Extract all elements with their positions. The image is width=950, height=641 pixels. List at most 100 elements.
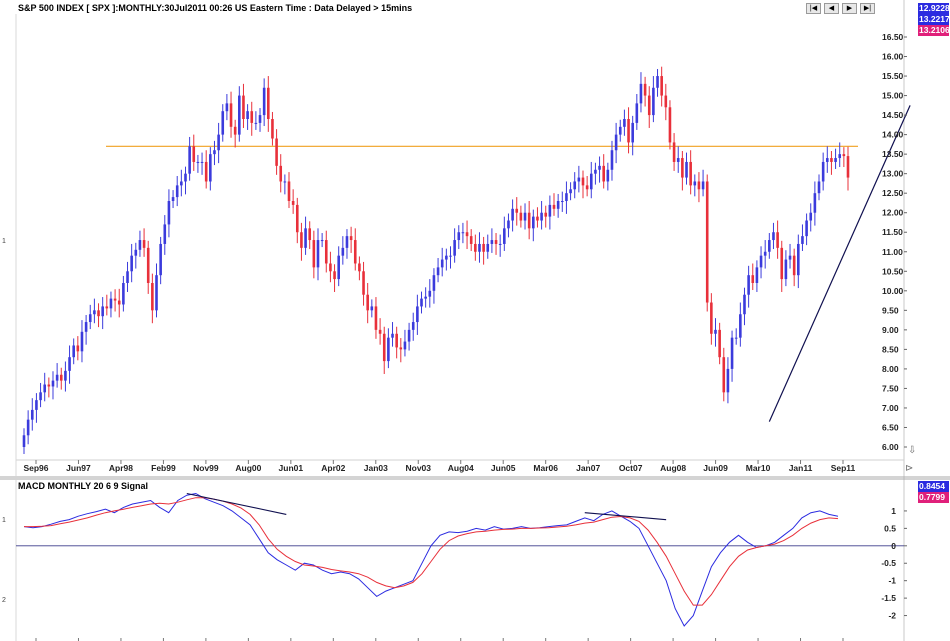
price-y-tick-label: 10.00: [882, 286, 904, 296]
candle-body: [291, 201, 295, 205]
chart-header-title: S&P 500 INDEX [ SPX ]:MONTHLY:30Jul2011 …: [18, 3, 413, 13]
candle-body: [130, 255, 133, 272]
price-badge-2: 13.2217: [918, 14, 950, 25]
price-y-tick-label: 14.50: [882, 110, 904, 120]
candle-body: [813, 193, 817, 213]
candle-body: [163, 224, 167, 244]
candle-body: [701, 181, 705, 190]
candle-body: [283, 181, 287, 183]
candle-body: [35, 400, 38, 410]
candle-body: [22, 435, 26, 447]
candle-body: [726, 368, 730, 393]
candle-body: [271, 119, 274, 139]
candle-body: [689, 161, 692, 186]
candle-body: [519, 212, 523, 221]
price-x-tick-label: Sep11: [831, 463, 856, 473]
price-x-tick-label: Oct07: [619, 463, 643, 473]
price-y-tick-label: 15.50: [882, 71, 904, 81]
candle-body: [817, 181, 821, 194]
price-x-tick-label: Feb99: [151, 463, 176, 473]
last-page-button[interactable]: ▶|: [860, 3, 875, 14]
candle-body: [295, 204, 299, 233]
price-y-tick-label: 8.50: [882, 344, 899, 354]
candle-body: [788, 255, 792, 260]
price-x-tick-label: Aug00: [235, 463, 261, 473]
candle-body: [705, 181, 709, 303]
candle-body: [498, 243, 502, 245]
candle-body: [797, 243, 800, 276]
price-y-tick-label: 6.50: [882, 422, 899, 432]
candle-body: [55, 374, 59, 381]
candle-body: [656, 76, 659, 88]
candle-body: [842, 154, 846, 157]
next-button[interactable]: ▶: [842, 3, 857, 14]
price-x-tick-label: Jun97: [66, 463, 91, 473]
candle-body: [681, 158, 684, 178]
candle-body: [697, 181, 701, 190]
candle-body: [536, 216, 539, 221]
candle-body: [43, 384, 47, 393]
price-x-tick-label: Aug04: [448, 463, 474, 473]
price-x-tick-label: Sep96: [23, 463, 48, 473]
left-scale-mark: 1: [2, 517, 6, 524]
candle-body: [238, 95, 241, 135]
candle-body: [643, 83, 647, 96]
candle-body: [171, 197, 175, 201]
candle-body: [250, 111, 254, 123]
candle-body: [316, 240, 320, 268]
candle-body: [594, 169, 597, 174]
candle-body: [254, 122, 258, 124]
left-scale-marks: 1 1 2: [2, 238, 6, 604]
candle-body: [72, 345, 75, 358]
candle-body: [287, 181, 291, 201]
scroll-left-arrow-icon[interactable]: ⊳: [905, 463, 913, 474]
candle-body: [614, 134, 618, 151]
candle-body: [730, 337, 734, 369]
candle-body: [759, 255, 763, 268]
price-badge-3: 13.2106: [918, 25, 950, 36]
candle-body: [602, 165, 605, 182]
candle-body: [453, 240, 456, 256]
candle-body: [552, 204, 556, 209]
candle-body: [200, 161, 204, 163]
price-plot-area: [22, 66, 911, 455]
candle-body: [739, 314, 742, 338]
candle-body: [64, 370, 67, 381]
candle-body: [639, 83, 643, 104]
price-x-tick-label: Nov03: [406, 463, 432, 473]
candle-body: [792, 255, 796, 276]
candle-body: [461, 232, 465, 234]
price-x-tick-label: Jan07: [576, 463, 600, 473]
candle-body: [801, 236, 804, 244]
price-y-tick-label: 7.50: [882, 383, 899, 393]
candle-body: [743, 294, 746, 315]
candle-body: [159, 243, 162, 276]
scroll-down-arrow-icon[interactable]: ⇩: [908, 445, 916, 456]
candle-body: [503, 228, 506, 244]
left-scale-mark: 2: [2, 597, 6, 604]
price-y-tick-label: 16.50: [882, 32, 904, 42]
candle-body: [246, 111, 249, 119]
candle-body: [664, 95, 668, 108]
price-y-tick-label: 13.00: [882, 169, 904, 179]
first-page-button[interactable]: |◀: [806, 3, 821, 14]
macd-badge: 0.8454: [918, 481, 949, 492]
candle-body: [117, 300, 121, 305]
candle-body: [515, 208, 519, 213]
candle-body: [507, 220, 510, 229]
candle-body: [631, 122, 634, 143]
signal-badge: 0.7799: [918, 492, 949, 503]
candle-body: [623, 119, 626, 127]
macd-y-tick-label: -1.5: [881, 593, 896, 603]
candle-body: [751, 275, 755, 283]
previous-button[interactable]: ◀: [824, 3, 839, 14]
macd-y-tick-label: -1: [888, 576, 896, 586]
candle-body: [776, 232, 779, 248]
candle-body: [693, 181, 697, 186]
candle-body: [221, 111, 225, 135]
candle-body: [333, 271, 336, 280]
candle-body: [97, 310, 100, 317]
price-y-tick-label: 6.00: [882, 442, 899, 452]
price-x-tick-label: Apr02: [321, 463, 345, 473]
